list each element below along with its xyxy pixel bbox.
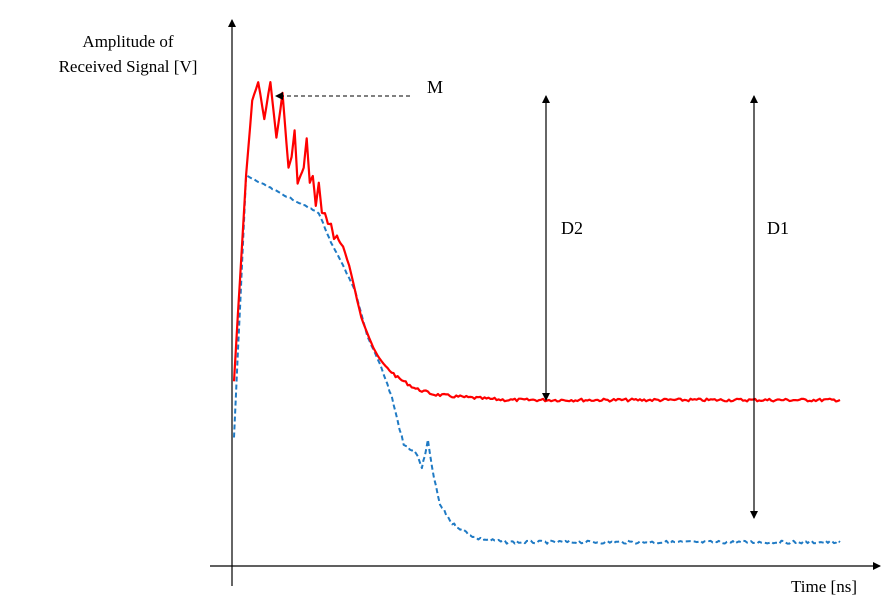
series-layer [232,80,841,545]
y-axis-label-line1: Amplitude of [82,32,173,51]
x-axis-label: Time [ns] [791,577,857,596]
peak-marker-label: M [427,77,443,97]
series-line-red [232,80,841,403]
series-line-blue [233,174,841,545]
y-axis-label-line2: Received Signal [V] [59,57,198,76]
d1-label: D1 [767,218,789,238]
d2-label: D2 [561,218,583,238]
